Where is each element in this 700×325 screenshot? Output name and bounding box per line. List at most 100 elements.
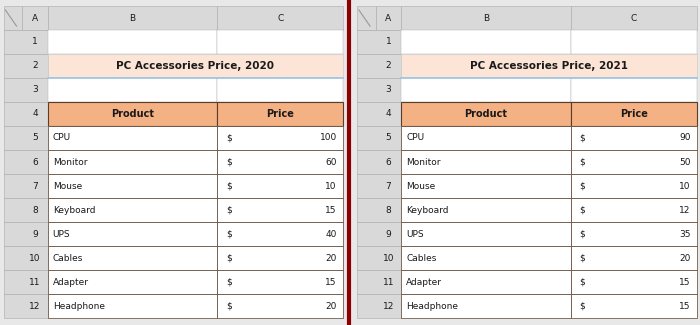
Bar (48, 30, 218, 54)
Text: 10: 10 (679, 182, 690, 190)
Text: 11: 11 (383, 278, 394, 287)
Text: 12: 12 (679, 206, 690, 215)
Bar (571, 78, 696, 102)
Bar (218, 30, 343, 54)
Text: $: $ (226, 182, 232, 190)
Text: $: $ (226, 206, 232, 215)
Bar (22, 6, 48, 30)
Text: $: $ (580, 182, 585, 190)
Text: $: $ (580, 302, 585, 311)
Bar (571, 246, 696, 270)
Text: Headphone: Headphone (52, 302, 105, 311)
Text: Monitor: Monitor (52, 158, 88, 166)
Bar (571, 102, 696, 126)
Bar (4, 222, 48, 246)
Text: CPU: CPU (52, 134, 71, 142)
Bar (4, 198, 48, 222)
Bar (571, 174, 696, 198)
Bar (357, 54, 401, 78)
Bar (48, 198, 218, 222)
Bar (48, 294, 218, 318)
Bar (571, 126, 696, 150)
Bar (401, 6, 571, 30)
Bar (571, 294, 696, 318)
Bar (357, 30, 401, 54)
Text: 1: 1 (386, 37, 391, 46)
Bar (4, 6, 22, 30)
Text: 5: 5 (386, 134, 391, 142)
Text: C: C (277, 14, 284, 22)
Bar (218, 174, 343, 198)
Bar (218, 150, 343, 174)
Text: 35: 35 (679, 230, 690, 239)
Text: 3: 3 (386, 85, 391, 94)
Bar (357, 6, 376, 30)
Bar (218, 78, 343, 102)
Bar (401, 198, 571, 222)
Text: 8: 8 (32, 206, 38, 215)
Bar (571, 6, 696, 30)
Text: Cables: Cables (52, 254, 83, 263)
Text: $: $ (226, 158, 232, 166)
Text: 20: 20 (326, 254, 337, 263)
Text: 2: 2 (386, 61, 391, 70)
Text: 12: 12 (29, 302, 41, 311)
Bar (401, 294, 571, 318)
Bar (571, 270, 696, 294)
Text: 11: 11 (29, 278, 41, 287)
Bar (401, 222, 571, 246)
Bar (218, 222, 343, 246)
Bar (4, 78, 48, 102)
Text: 2: 2 (32, 61, 38, 70)
Text: $: $ (580, 206, 585, 215)
Text: Product: Product (111, 109, 154, 119)
Bar (357, 126, 401, 150)
Text: Price: Price (620, 109, 648, 119)
Text: 6: 6 (32, 158, 38, 166)
Text: 1: 1 (32, 37, 38, 46)
Bar (4, 270, 48, 294)
Bar (401, 54, 696, 78)
Bar (357, 246, 401, 270)
Bar (4, 150, 48, 174)
Text: UPS: UPS (406, 230, 424, 239)
Text: 12: 12 (383, 302, 394, 311)
Text: 15: 15 (679, 278, 690, 287)
Text: 15: 15 (326, 278, 337, 287)
Text: 100: 100 (320, 134, 337, 142)
Bar (357, 294, 401, 318)
Bar (48, 150, 218, 174)
Text: 7: 7 (386, 182, 391, 190)
Text: Keyboard: Keyboard (52, 206, 95, 215)
Text: $: $ (226, 302, 232, 311)
Text: PC Accessories Price, 2020: PC Accessories Price, 2020 (116, 61, 274, 71)
Text: 6: 6 (386, 158, 391, 166)
Text: 9: 9 (32, 230, 38, 239)
Bar (357, 150, 401, 174)
Text: C: C (631, 14, 637, 22)
Bar (401, 102, 571, 126)
Text: A: A (385, 14, 391, 22)
Bar (357, 198, 401, 222)
Bar (357, 78, 401, 102)
Text: A: A (32, 14, 38, 22)
Bar (48, 246, 218, 270)
Text: 20: 20 (679, 254, 690, 263)
Text: UPS: UPS (52, 230, 71, 239)
Bar (401, 126, 571, 150)
Bar (401, 270, 571, 294)
Bar (357, 174, 401, 198)
Text: 50: 50 (679, 158, 690, 166)
Text: Mouse: Mouse (52, 182, 82, 190)
Text: B: B (130, 14, 136, 22)
Bar (4, 294, 48, 318)
Bar (48, 270, 218, 294)
Text: 9: 9 (386, 230, 391, 239)
Text: Adapter: Adapter (52, 278, 89, 287)
Text: $: $ (580, 278, 585, 287)
Bar (4, 102, 48, 126)
Text: 7: 7 (32, 182, 38, 190)
Bar (218, 102, 343, 126)
Bar (4, 30, 48, 54)
Bar (218, 6, 343, 30)
